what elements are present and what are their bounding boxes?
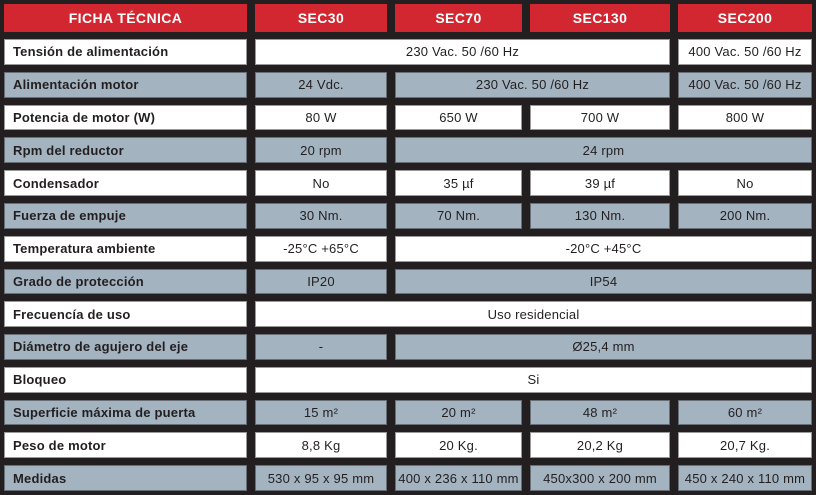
value-cell: Ø25,4 mm	[395, 334, 812, 360]
row-label: Condensador	[4, 170, 247, 196]
value-cell: 400 x 236 x 110 mm	[395, 465, 522, 491]
value-cell: -20°C +45°C	[395, 235, 812, 262]
value-cell: 39 µf	[530, 170, 670, 196]
row-label: Frecuencía de uso	[4, 301, 247, 328]
row-label: Alimentación motor	[4, 71, 247, 98]
row-label: Peso de motor	[4, 432, 247, 459]
column-header-sec70: SEC70	[395, 4, 522, 32]
row-label: Bloqueo	[4, 366, 247, 393]
row-label: Temperatura ambiente	[4, 235, 247, 262]
value-cell: 130 Nm.	[530, 202, 670, 229]
value-cell: 400 Vac. 50 /60 Hz	[678, 39, 812, 65]
value-cell: 450x300 x 200 mm	[530, 465, 670, 491]
value-cell: 30 Nm.	[255, 202, 387, 229]
value-cell: 230 Vac. 50 /60 Hz	[395, 71, 670, 98]
value-cell: 20 Kg.	[395, 432, 522, 459]
value-cell: 70 Nm.	[395, 202, 522, 229]
value-cell: No	[255, 170, 387, 196]
value-cell: 20 m²	[395, 399, 522, 426]
value-cell: 60 m²	[678, 399, 812, 426]
column-header-sec200: SEC200	[678, 4, 812, 32]
value-cell: 530 x 95 x 95 mm	[255, 465, 387, 491]
value-cell: -25°C +65°C	[255, 235, 387, 262]
row-label: Diámetro de agujero del eje	[4, 334, 247, 360]
value-cell: 20,2 Kg	[530, 432, 670, 459]
value-cell: 650 W	[395, 104, 522, 131]
row-label: Fuerza de empuje	[4, 202, 247, 229]
value-cell: 80 W	[255, 104, 387, 131]
value-cell: 800 W	[678, 104, 812, 131]
row-label: Rpm del reductor	[4, 137, 247, 164]
value-cell: 400 Vac. 50 /60 Hz	[678, 71, 812, 98]
value-cell: Si	[255, 366, 812, 393]
row-label: Medidas	[4, 465, 247, 491]
row-label: Potencia de motor (W)	[4, 104, 247, 131]
value-cell: 20 rpm	[255, 137, 387, 164]
value-cell: 48 m²	[530, 399, 670, 426]
value-cell: 15 m²	[255, 399, 387, 426]
value-cell: 450 x 240 x 110 mm	[678, 465, 812, 491]
value-cell: 230 Vac. 50 /60 Hz	[255, 39, 670, 65]
value-cell: -	[255, 334, 387, 360]
value-cell: IP54	[395, 268, 812, 295]
row-label: Superficie máxima de puerta	[4, 399, 247, 426]
column-header-sec130: SEC130	[530, 4, 670, 32]
value-cell: 24 Vdc.	[255, 71, 387, 98]
value-cell: 35 µf	[395, 170, 522, 196]
value-cell: 24 rpm	[395, 137, 812, 164]
value-cell: IP20	[255, 268, 387, 295]
row-label: Grado de protección	[4, 268, 247, 295]
column-header-sec30: SEC30	[255, 4, 387, 32]
spec-table: FICHA TÉCNICA SEC30 SEC70 SEC130 SEC200 …	[4, 4, 812, 491]
value-cell: 200 Nm.	[678, 202, 812, 229]
value-cell: Uso residencial	[255, 301, 812, 328]
row-label: Tensión de alimentación	[4, 39, 247, 65]
value-cell: No	[678, 170, 812, 196]
value-cell: 20,7 Kg.	[678, 432, 812, 459]
value-cell: 700 W	[530, 104, 670, 131]
value-cell: 8,8 Kg	[255, 432, 387, 459]
table-title: FICHA TÉCNICA	[4, 4, 247, 32]
